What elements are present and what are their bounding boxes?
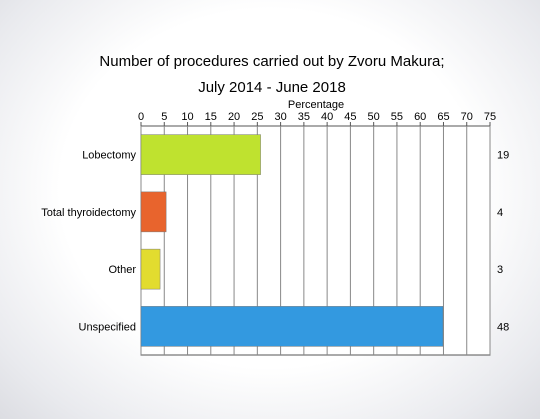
x-tick-label-70: 70	[461, 111, 473, 123]
x-tick-label-25: 25	[251, 111, 263, 123]
plot-area: 0 5 10 15 20 25 30 35 40 45 50 55 60 65 70 75 Lobectomy 1…	[41, 111, 509, 356]
bar-other	[140, 248, 161, 290]
x-tick-label-5: 5	[161, 111, 167, 123]
x-tick-label-10: 10	[181, 111, 193, 123]
category-label-other: Other	[108, 264, 136, 276]
x-tick-label-45: 45	[344, 111, 356, 123]
x-tick-label-65: 65	[437, 111, 449, 123]
category-label-unspecified: Unspecified	[79, 321, 136, 333]
count-label-unspecified: 48	[497, 321, 509, 333]
x-tick-label-15: 15	[205, 111, 217, 123]
category-label-lobectomy: Lobectomy	[82, 150, 136, 162]
category-label-total-thyroidectomy: Total thyroidectomy	[41, 207, 136, 219]
x-tick-label-55: 55	[391, 111, 403, 123]
x-tick-label-60: 60	[414, 111, 426, 123]
x-tick-label-20: 20	[228, 111, 240, 123]
bar-total-thyroidectomy	[140, 191, 167, 233]
x-tick-label-50: 50	[368, 111, 380, 123]
bar-unspecified	[140, 306, 444, 347]
chart-title-line-2: July 2014 - June 2018	[198, 79, 346, 96]
count-label-lobectomy: 19	[497, 150, 509, 162]
x-tick-label-35: 35	[298, 111, 310, 123]
x-tick-label-40: 40	[321, 111, 333, 123]
count-label-other: 3	[497, 264, 503, 276]
count-label-total-thyroidectomy: 4	[497, 207, 503, 219]
x-tick-label-75: 75	[484, 111, 496, 123]
chart-title-line-1: Number of procedures carried out by Zvor…	[99, 53, 444, 70]
x-tick-label-30: 30	[274, 111, 286, 123]
x-tick-label-0: 0	[138, 111, 144, 123]
bar-lobectomy	[140, 134, 261, 175]
x-axis-title: Percentage	[288, 99, 344, 111]
